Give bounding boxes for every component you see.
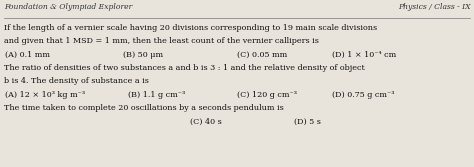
Text: (C) 0.05 mm: (C) 0.05 mm: [237, 50, 287, 58]
Text: (D) 0.75 g cm⁻³: (D) 0.75 g cm⁻³: [332, 91, 394, 99]
Text: (C) 120 g cm⁻³: (C) 120 g cm⁻³: [237, 91, 297, 99]
Text: and given that 1 MSD = 1 mm, then the least count of the vernier callipers is: and given that 1 MSD = 1 mm, then the le…: [4, 37, 319, 45]
Text: (D) 5 s: (D) 5 s: [294, 118, 321, 126]
Text: (A) 0.1 mm: (A) 0.1 mm: [5, 50, 50, 58]
Text: (C) 40 s: (C) 40 s: [190, 118, 221, 126]
Text: (A) 12 × 10³ kg m⁻³: (A) 12 × 10³ kg m⁻³: [5, 91, 85, 99]
Text: (B) 1.1 g cm⁻³: (B) 1.1 g cm⁻³: [128, 91, 185, 99]
Text: Physics / Class - IX: Physics / Class - IX: [398, 3, 470, 11]
Text: The ratio of densities of two substances a and b is 3 : 1 and the relative densi: The ratio of densities of two substances…: [4, 64, 365, 72]
Text: b is 4. The density of substance a is: b is 4. The density of substance a is: [4, 77, 149, 85]
Text: Foundation & Olympiad Explorer: Foundation & Olympiad Explorer: [4, 3, 132, 11]
Text: The time taken to complete 20 oscillations by a seconds pendulum is: The time taken to complete 20 oscillatio…: [4, 104, 283, 112]
Text: (B) 50 μm: (B) 50 μm: [123, 50, 164, 58]
Text: (D) 1 × 10⁻⁴ cm: (D) 1 × 10⁻⁴ cm: [332, 50, 396, 58]
Text: If the length of a vernier scale having 20 divisions corresponding to 19 main sc: If the length of a vernier scale having …: [4, 24, 377, 32]
